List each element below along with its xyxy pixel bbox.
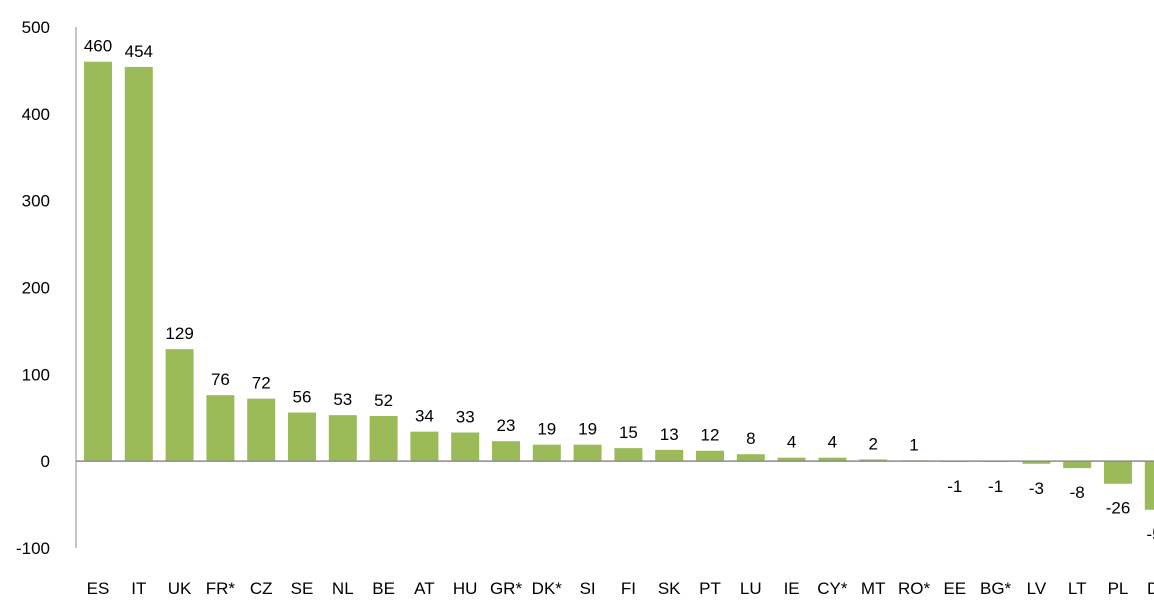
data-label: 12 xyxy=(701,426,720,445)
x-tick-label: LU xyxy=(740,579,762,598)
data-label: 4 xyxy=(828,433,837,452)
data-label: -26 xyxy=(1106,499,1131,518)
data-label: 72 xyxy=(252,374,271,393)
x-tick-label: PL xyxy=(1108,579,1129,598)
x-tick-label: FR* xyxy=(206,579,236,598)
data-label: 52 xyxy=(374,391,393,410)
data-label: 19 xyxy=(537,420,556,439)
x-tick-label: GR* xyxy=(490,579,523,598)
x-tick-label: UK xyxy=(168,579,192,598)
bar-si xyxy=(573,444,602,462)
y-tick-label: 300 xyxy=(22,192,50,211)
data-label: 1 xyxy=(909,435,918,454)
bar-es xyxy=(84,61,112,462)
data-label: 15 xyxy=(619,423,638,442)
bar-cy-star xyxy=(818,457,847,462)
data-label: 19 xyxy=(578,420,597,439)
bar-uk xyxy=(165,349,194,462)
y-tick-label: -100 xyxy=(16,539,50,558)
x-tick-label: SK xyxy=(658,579,681,598)
data-label: 13 xyxy=(660,425,679,444)
x-tick-label: FI xyxy=(621,579,636,598)
data-label: 76 xyxy=(211,370,230,389)
data-label: 8 xyxy=(746,429,755,448)
bar-it xyxy=(124,66,153,462)
x-tick-label: NL xyxy=(332,579,354,598)
data-label: -1 xyxy=(988,477,1003,496)
y-tick-label: 200 xyxy=(22,279,50,298)
data-label: 56 xyxy=(293,388,312,407)
data-label: -8 xyxy=(1070,483,1085,502)
data-label: 4 xyxy=(787,433,796,452)
data-label: -3 xyxy=(1029,479,1044,498)
x-tick-label: CY* xyxy=(817,579,848,598)
x-tick-label: BE xyxy=(372,579,395,598)
bar-fr-star xyxy=(206,395,235,462)
y-tick-label: 400 xyxy=(22,105,50,124)
x-tick-label: SE xyxy=(291,579,314,598)
data-label: 34 xyxy=(415,407,434,426)
x-tick-label: IE xyxy=(784,579,800,598)
x-tick-label: BG* xyxy=(980,579,1012,598)
x-tick-label: IT xyxy=(131,579,146,598)
data-label: 454 xyxy=(125,42,153,61)
bar-de xyxy=(1144,461,1154,510)
x-tick-label: SI xyxy=(580,579,596,598)
x-tick-label: ES xyxy=(87,579,110,598)
data-label: 23 xyxy=(497,416,516,435)
data-label: 2 xyxy=(868,434,877,453)
bar-nl xyxy=(328,415,357,462)
bar-gr-star xyxy=(492,441,520,462)
bar-sk xyxy=(655,449,684,462)
bar-pl xyxy=(1104,461,1132,484)
x-tick-label: HU xyxy=(453,579,478,598)
bar-pt xyxy=(696,450,724,462)
bar-fi xyxy=(614,448,643,462)
x-tick-label: LV xyxy=(1027,579,1047,598)
bar-lu xyxy=(736,454,765,462)
data-label: -56 xyxy=(1147,525,1154,544)
x-tick-label: RO* xyxy=(898,579,931,598)
x-tick-label: DK* xyxy=(532,579,563,598)
x-tick-label: CZ xyxy=(250,579,273,598)
bars-group xyxy=(84,61,1154,510)
y-tick-label: 500 xyxy=(22,18,50,37)
bar-hu xyxy=(451,432,480,462)
y-tick-label: 0 xyxy=(41,452,50,471)
x-tick-label: DE xyxy=(1147,579,1154,598)
bar-dk-star xyxy=(532,444,561,462)
y-axis: -100 0 100 200 300 400 500 xyxy=(16,18,77,558)
bar-se xyxy=(288,412,316,462)
x-tick-label: MT xyxy=(861,579,886,598)
bar-cz xyxy=(247,398,276,462)
bar-lv xyxy=(1022,461,1051,464)
bar-lt xyxy=(1063,461,1092,469)
bar-at xyxy=(410,431,439,462)
data-label: 53 xyxy=(333,390,352,409)
bar-mt xyxy=(859,459,888,462)
data-label: 129 xyxy=(165,324,193,343)
data-labels-group: 460 454 129 76 72 56 53 52 34 33 23 19 19 15 13 12 8 4 4 2 1… xyxy=(84,37,1154,544)
bar-ie xyxy=(777,457,806,462)
x-tick-label: PT xyxy=(699,579,721,598)
bar-be xyxy=(369,416,398,462)
data-label: 33 xyxy=(456,408,475,427)
data-label: 460 xyxy=(84,37,112,56)
x-tick-label: AT xyxy=(414,579,434,598)
x-tick-label: LT xyxy=(1068,579,1087,598)
data-label: -1 xyxy=(947,477,962,496)
y-tick-label: 100 xyxy=(22,365,50,384)
x-tick-labels-group: ES IT UK FR* CZ SE NL BE AT HU GR* DK* SI FI SK PT LU IE C… xyxy=(87,579,1154,598)
x-tick-label: EE xyxy=(943,579,966,598)
